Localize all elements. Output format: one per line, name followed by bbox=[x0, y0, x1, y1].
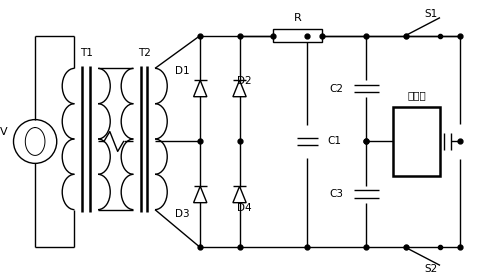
Text: D2: D2 bbox=[237, 76, 252, 86]
Bar bbox=[273, 29, 322, 42]
Text: 处理室: 处理室 bbox=[407, 90, 426, 100]
Bar bbox=[393, 107, 440, 176]
Text: S1: S1 bbox=[424, 9, 437, 19]
Text: T2: T2 bbox=[138, 48, 151, 58]
Text: D4: D4 bbox=[237, 203, 252, 213]
Text: D3: D3 bbox=[175, 209, 190, 219]
Text: C2: C2 bbox=[330, 83, 344, 94]
Text: C3: C3 bbox=[330, 189, 344, 199]
Text: C1: C1 bbox=[328, 137, 342, 147]
Text: D1: D1 bbox=[175, 66, 190, 76]
Text: R: R bbox=[294, 13, 301, 23]
Text: V: V bbox=[0, 127, 8, 137]
Text: S2: S2 bbox=[424, 264, 437, 274]
Text: T1: T1 bbox=[80, 48, 93, 58]
